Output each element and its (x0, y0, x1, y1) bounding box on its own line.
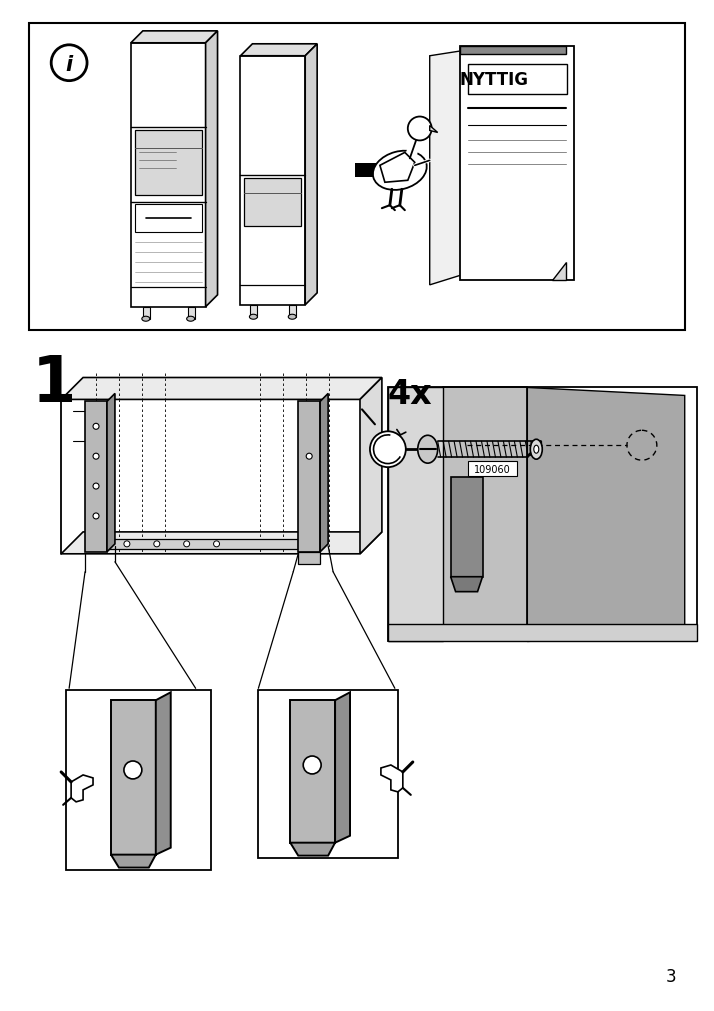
Ellipse shape (418, 436, 438, 464)
Circle shape (93, 454, 99, 460)
Circle shape (51, 45, 87, 82)
Bar (258, 691, 398, 857)
Circle shape (306, 454, 312, 460)
Bar (107, 539, 298, 549)
Ellipse shape (249, 315, 257, 319)
Circle shape (93, 424, 99, 430)
Circle shape (370, 432, 406, 468)
Text: 109060: 109060 (474, 464, 511, 474)
Circle shape (124, 541, 130, 547)
Polygon shape (111, 701, 156, 854)
Ellipse shape (288, 315, 296, 319)
Bar (143, 307, 150, 319)
Circle shape (183, 541, 190, 547)
Polygon shape (71, 775, 93, 802)
Polygon shape (528, 388, 685, 642)
Circle shape (124, 761, 142, 779)
Bar (388, 388, 697, 642)
Circle shape (93, 483, 99, 489)
Polygon shape (241, 57, 305, 305)
Polygon shape (206, 31, 218, 307)
Text: i: i (66, 55, 73, 75)
Polygon shape (451, 577, 483, 592)
Bar (443, 388, 528, 642)
Polygon shape (131, 31, 218, 43)
Bar (298, 552, 320, 564)
Ellipse shape (373, 152, 427, 191)
Polygon shape (61, 533, 382, 554)
Polygon shape (552, 263, 566, 281)
Polygon shape (380, 154, 415, 183)
Polygon shape (397, 157, 415, 185)
Polygon shape (430, 52, 461, 285)
Bar (188, 307, 195, 319)
Polygon shape (291, 701, 335, 843)
Polygon shape (526, 442, 541, 458)
Polygon shape (61, 378, 382, 400)
Bar (244, 179, 301, 226)
Polygon shape (451, 477, 483, 577)
Polygon shape (381, 765, 403, 792)
Text: NYTTIG: NYTTIG (460, 71, 529, 89)
Bar (29, 24, 685, 331)
Polygon shape (460, 47, 566, 55)
Circle shape (93, 514, 99, 520)
Bar (66, 691, 211, 869)
Polygon shape (107, 394, 115, 552)
Polygon shape (335, 693, 350, 843)
Bar (388, 624, 697, 642)
Circle shape (154, 541, 160, 547)
Ellipse shape (531, 440, 542, 460)
Circle shape (213, 541, 219, 547)
Bar (355, 164, 397, 178)
Circle shape (408, 117, 432, 142)
Bar (468, 65, 567, 94)
Polygon shape (320, 394, 328, 552)
Text: 1: 1 (31, 352, 76, 415)
Polygon shape (388, 388, 443, 642)
Bar (135, 205, 201, 233)
Bar (251, 305, 257, 317)
Polygon shape (85, 402, 107, 552)
Polygon shape (156, 693, 171, 854)
Polygon shape (305, 44, 317, 305)
Text: 3: 3 (665, 968, 676, 985)
Polygon shape (291, 843, 335, 855)
Text: 4x: 4x (388, 378, 433, 411)
Ellipse shape (186, 316, 195, 321)
Bar (135, 131, 201, 196)
Polygon shape (131, 43, 206, 307)
Circle shape (303, 756, 321, 774)
Polygon shape (241, 44, 317, 57)
Ellipse shape (534, 446, 539, 454)
Bar (289, 305, 296, 317)
Polygon shape (430, 126, 438, 133)
Bar (468, 462, 518, 476)
Polygon shape (111, 854, 156, 867)
Ellipse shape (142, 316, 150, 321)
Polygon shape (360, 378, 382, 554)
Polygon shape (298, 402, 320, 552)
Bar (460, 47, 574, 281)
